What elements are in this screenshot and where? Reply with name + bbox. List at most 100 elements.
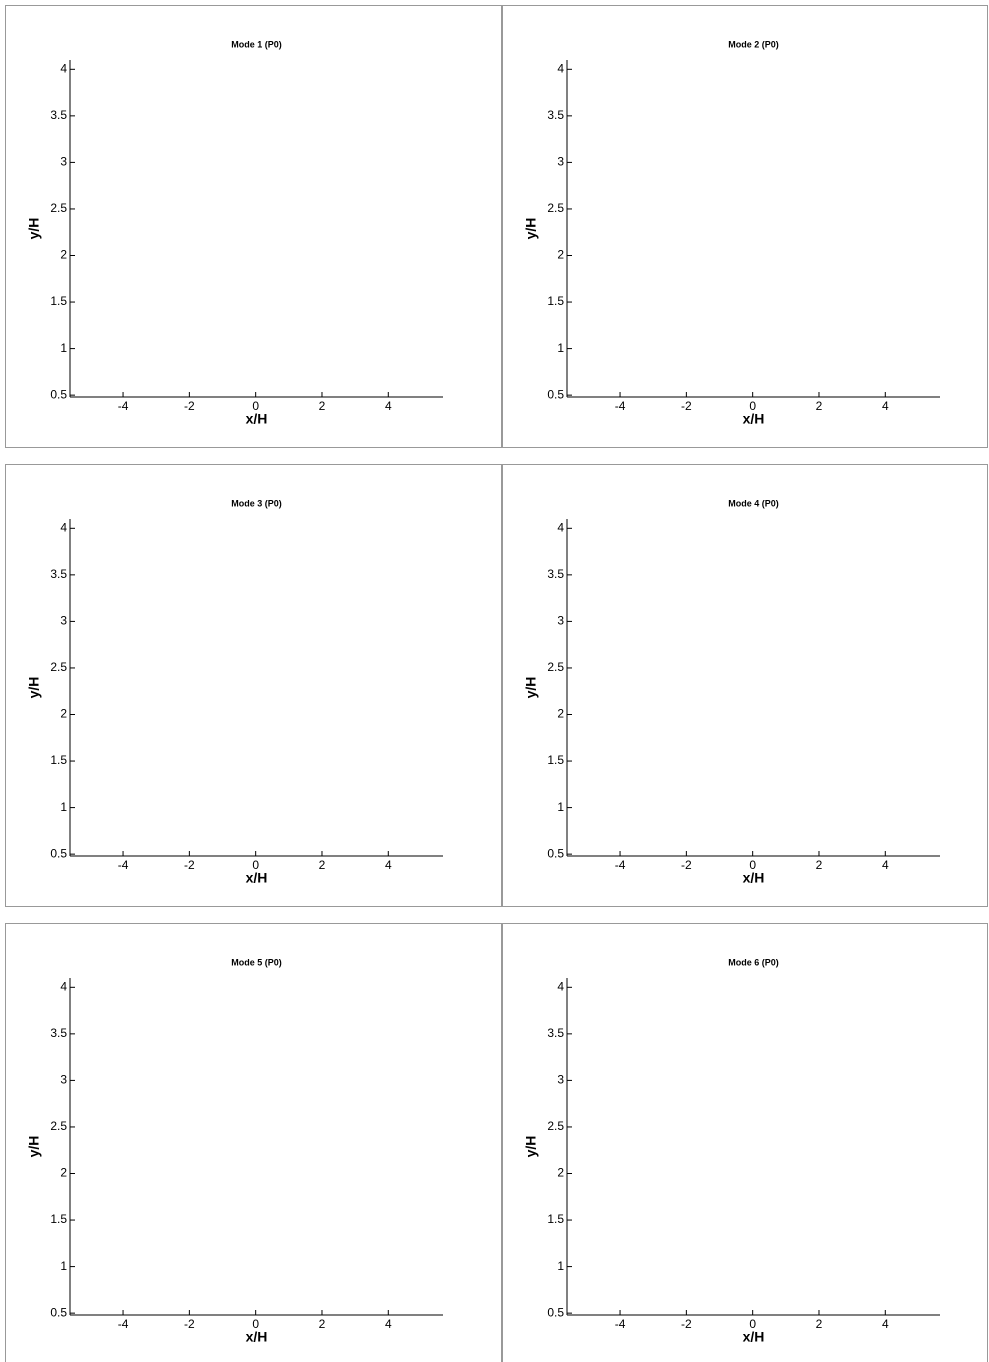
y-tick-label: 1.5 (50, 294, 67, 308)
y-tick-label: 4 (60, 61, 67, 75)
y-tick-label: 4 (557, 979, 564, 993)
chart-title: Mode 5 (P0) (231, 957, 282, 967)
chart-title: Mode 2 (P0) (728, 39, 779, 49)
y-tick-label: 2 (60, 248, 67, 262)
y-tick-label: 3 (60, 155, 67, 169)
chart-title: Mode 4 (P0) (728, 498, 779, 508)
chart-title: Mode 3 (P0) (231, 498, 282, 508)
y-axis-label: y/H (26, 677, 42, 699)
y-tick-label: 2 (557, 707, 564, 721)
y-tick-label: 0.5 (50, 846, 67, 860)
x-axis-label: x/H (743, 1329, 765, 1345)
x-tick-label: -4 (118, 399, 129, 413)
y-tick-label: 0.5 (547, 846, 564, 860)
chart-title: Mode 1 (P0) (231, 39, 282, 49)
y-tick-label: 2 (557, 1166, 564, 1180)
y-tick-label: 1 (60, 800, 67, 814)
y-tick-label: 4 (557, 520, 564, 534)
x-tick-label: -4 (615, 1317, 626, 1331)
x-tick-label: -4 (615, 858, 626, 872)
x-axis-label: x/H (743, 411, 765, 427)
y-tick-label: 3 (60, 1073, 67, 1087)
y-tick-label: 2 (60, 707, 67, 721)
y-tick-label: 2.5 (50, 201, 67, 215)
x-tick-label: 4 (385, 399, 392, 413)
y-tick-label: 3.5 (547, 567, 564, 581)
y-tick-label: 2.5 (547, 1119, 564, 1133)
panel-frame (502, 923, 988, 1362)
panel-frame (5, 923, 502, 1362)
y-tick-label: 1 (60, 1259, 67, 1273)
y-tick-label: 1.5 (50, 1212, 67, 1226)
panel-frame (5, 464, 502, 907)
x-tick-label: -2 (681, 399, 692, 413)
y-tick-label: 1.5 (547, 294, 564, 308)
y-tick-label: 2.5 (547, 201, 564, 215)
x-axis-label: x/H (246, 870, 268, 886)
panel: Mode 1 (P0) x/H y/H -4 -2 0 2 4 0.5 1 1.5 2 2.5 3 3.5 4 (5, 5, 502, 448)
y-tick-label: 4 (60, 979, 67, 993)
x-tick-label: 4 (882, 858, 889, 872)
y-axis-label: y/H (523, 1136, 539, 1158)
y-axis-label: y/H (523, 677, 539, 699)
y-tick-label: 2 (557, 248, 564, 262)
y-tick-label: 3.5 (50, 1026, 67, 1040)
y-tick-label: 1 (557, 800, 564, 814)
x-tick-label: 2 (319, 399, 326, 413)
y-tick-label: 1 (557, 1259, 564, 1273)
x-tick-label: 0 (252, 858, 259, 872)
y-tick-label: 2.5 (50, 1119, 67, 1133)
x-tick-label: 2 (816, 399, 823, 413)
x-axis-label: x/H (246, 1329, 268, 1345)
y-axis-label: y/H (26, 218, 42, 240)
y-tick-label: 1 (60, 341, 67, 355)
y-tick-label: 3.5 (50, 108, 67, 122)
x-tick-label: 0 (749, 399, 756, 413)
x-tick-label: 4 (882, 1317, 889, 1331)
y-tick-label: 4 (60, 520, 67, 534)
y-axis-label: y/H (26, 1136, 42, 1158)
y-tick-label: 3 (557, 155, 564, 169)
panel: Mode 6 (P0) x/H y/H -4 -2 0 2 4 0.5 1 1.5 2 2.5 3 3.5 4 (502, 923, 988, 1362)
y-tick-label: 2.5 (50, 660, 67, 674)
y-tick-label: 3 (557, 1073, 564, 1087)
x-tick-label: 4 (882, 399, 889, 413)
panel-frame (502, 464, 988, 907)
y-tick-label: 2.5 (547, 660, 564, 674)
x-tick-label: 0 (749, 1317, 756, 1331)
y-tick-label: 3.5 (50, 567, 67, 581)
panel: Mode 4 (P0) x/H y/H -4 -2 0 2 4 0.5 1 1.5 2 2.5 3 3.5 4 (502, 464, 988, 907)
y-tick-label: 0.5 (50, 1305, 67, 1319)
x-tick-label: 0 (252, 1317, 259, 1331)
y-tick-label: 3.5 (547, 1026, 564, 1040)
x-tick-label: -2 (184, 858, 195, 872)
panel-frame (502, 5, 988, 448)
y-tick-label: 3 (60, 614, 67, 628)
x-tick-label: 2 (319, 858, 326, 872)
x-axis-label: x/H (743, 870, 765, 886)
y-tick-label: 1.5 (547, 1212, 564, 1226)
y-tick-label: 1.5 (547, 753, 564, 767)
y-tick-label: 2 (60, 1166, 67, 1180)
panel: Mode 2 (P0) x/H y/H -4 -2 0 2 4 0.5 1 1.5 2 2.5 3 3.5 4 (502, 5, 988, 448)
y-tick-label: 0.5 (50, 387, 67, 401)
x-tick-label: -2 (184, 1317, 195, 1331)
y-tick-label: 1.5 (50, 753, 67, 767)
y-tick-label: 0.5 (547, 1305, 564, 1319)
x-tick-label: -4 (615, 399, 626, 413)
y-tick-label: 4 (557, 61, 564, 75)
y-axis-label: y/H (523, 218, 539, 240)
x-tick-label: 2 (816, 1317, 823, 1331)
y-tick-label: 1 (557, 341, 564, 355)
x-tick-label: 4 (385, 858, 392, 872)
x-tick-label: -2 (681, 1317, 692, 1331)
chart-title: Mode 6 (P0) (728, 957, 779, 967)
panel: Mode 5 (P0) x/H y/H -4 -2 0 2 4 0.5 1 1.5 2 2.5 3 3.5 4 (5, 923, 502, 1362)
x-tick-label: -2 (681, 858, 692, 872)
panel-frame (5, 5, 502, 448)
x-tick-label: 2 (816, 858, 823, 872)
x-tick-label: 0 (252, 399, 259, 413)
y-tick-label: 0.5 (547, 387, 564, 401)
x-tick-label: 2 (319, 1317, 326, 1331)
